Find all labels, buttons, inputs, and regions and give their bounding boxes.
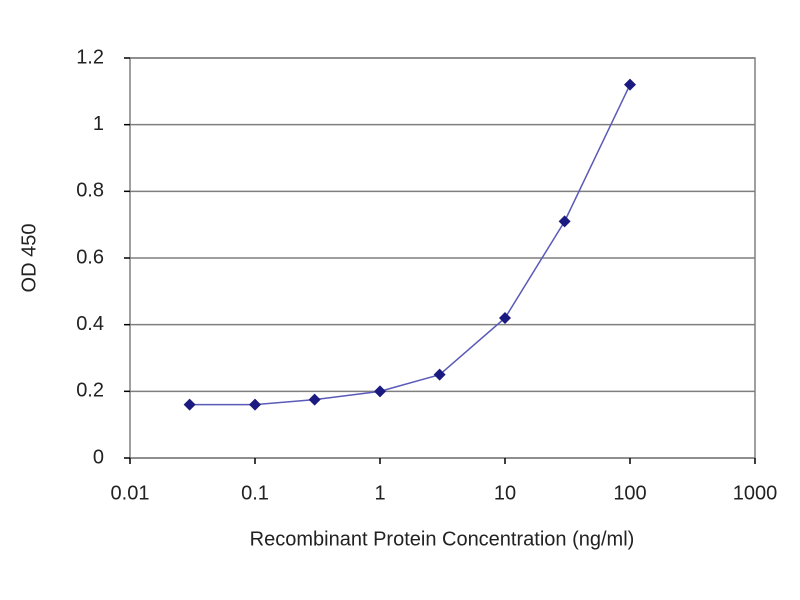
x-tick-label: 0.1 [241,482,269,504]
y-tick-label: 0.2 [76,380,104,402]
data-line [189,84,631,406]
data-point [249,398,261,411]
data-point [558,215,571,228]
y-tick-label: 0.4 [76,313,104,335]
data-point [183,398,196,411]
x-tick-label: 10 [494,482,516,504]
x-axis-title: Recombinant Protein Concentration (ng/ml… [250,528,635,550]
x-tick-label: 100 [613,482,646,504]
y-tick-label: 0.6 [76,246,104,268]
x-tick-label: 1000 [733,482,778,504]
y-tick-label: 1.2 [76,46,104,68]
y-tick-label: 0.8 [76,180,104,202]
y-tick-label: 1 [93,113,104,135]
y-axis-title: OD 450 [18,224,40,293]
x-tick-label: 0.01 [111,482,150,504]
data-point [308,393,321,406]
data-point [433,368,446,381]
data-point [499,312,511,324]
data-point [624,78,636,91]
y-tick-label: 0 [93,446,104,468]
data-point [374,385,386,398]
x-tick-label: 1 [374,482,385,504]
